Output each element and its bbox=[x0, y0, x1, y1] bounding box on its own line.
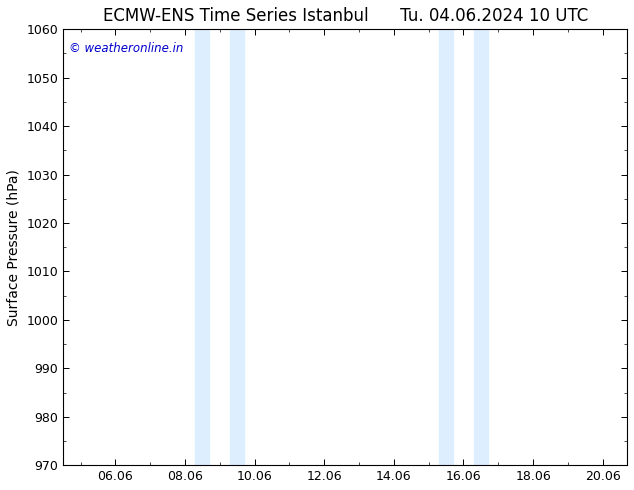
Bar bbox=[195, 29, 209, 465]
Title: ECMW-ENS Time Series Istanbul      Tu. 04.06.2024 10 UTC: ECMW-ENS Time Series Istanbul Tu. 04.06.… bbox=[103, 7, 588, 25]
Bar bbox=[474, 29, 488, 465]
Y-axis label: Surface Pressure (hPa): Surface Pressure (hPa) bbox=[7, 169, 21, 326]
Text: © weatheronline.in: © weatheronline.in bbox=[69, 42, 183, 55]
Bar bbox=[439, 29, 453, 465]
Bar bbox=[230, 29, 244, 465]
